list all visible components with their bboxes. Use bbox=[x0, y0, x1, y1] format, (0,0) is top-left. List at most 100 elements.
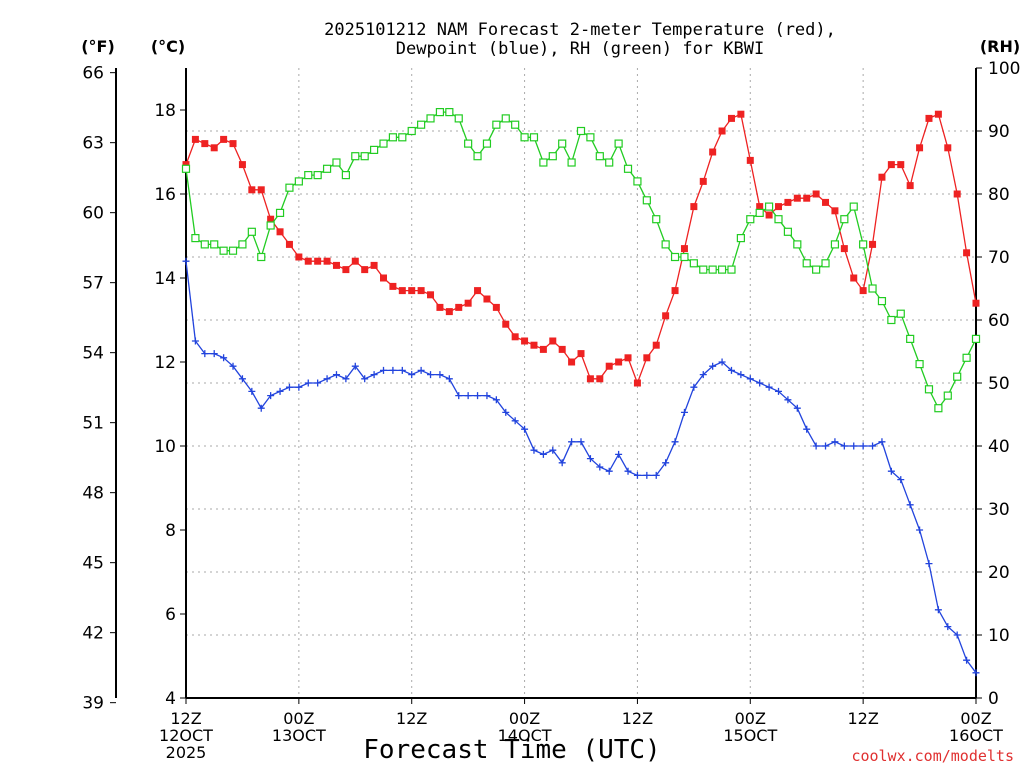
rh-tick-label: 20 bbox=[988, 563, 1010, 583]
time-tick-label: 12Z bbox=[847, 709, 878, 728]
dewpoint-point bbox=[605, 467, 613, 475]
dewpoint-point bbox=[859, 442, 867, 450]
rh-point bbox=[548, 152, 557, 161]
rh-point bbox=[971, 334, 981, 343]
rh-tick-label: 60 bbox=[988, 311, 1010, 331]
rh-point bbox=[764, 202, 774, 211]
dewpoint-point bbox=[944, 623, 952, 631]
rh-point bbox=[717, 265, 727, 274]
rh-point bbox=[755, 208, 764, 217]
rh-point bbox=[285, 183, 294, 192]
temperature-point bbox=[963, 249, 971, 257]
temperature-point bbox=[718, 127, 726, 135]
temperature-point bbox=[549, 337, 557, 345]
rh-point bbox=[407, 126, 416, 136]
dewpoint-point bbox=[201, 350, 209, 358]
fahrenheit-tick-label: 45 bbox=[82, 554, 104, 574]
chart-title-line-1: 2025101212 NAM Forecast 2-meter Temperat… bbox=[324, 20, 836, 40]
rh-point bbox=[576, 126, 586, 136]
temperature-point bbox=[775, 203, 782, 211]
dewpoint-point bbox=[398, 366, 406, 374]
rh-tick-label: 80 bbox=[988, 185, 1010, 205]
dewpoint-point bbox=[784, 396, 792, 404]
rh-point bbox=[454, 114, 463, 123]
temperature-point bbox=[972, 299, 980, 307]
rh-axis-label: (RH) bbox=[980, 37, 1020, 56]
dewpoint-point bbox=[427, 371, 435, 379]
temperature-point bbox=[408, 287, 416, 295]
rh-tick-label: 70 bbox=[988, 248, 1010, 268]
temperature-point bbox=[332, 261, 340, 269]
temperature-point bbox=[220, 135, 228, 143]
temperature-point bbox=[812, 190, 820, 198]
temperature-point bbox=[464, 299, 472, 307]
rh-point bbox=[840, 215, 849, 224]
rh-point bbox=[341, 171, 350, 180]
dewpoint-point bbox=[643, 471, 651, 479]
temperature-point bbox=[389, 282, 397, 290]
rh-point bbox=[934, 404, 943, 413]
time-tick-label: 14OCT bbox=[498, 726, 552, 745]
fahrenheit-tick-label: 60 bbox=[82, 204, 104, 224]
fahrenheit-tick-label: 54 bbox=[82, 344, 104, 364]
temperature-point bbox=[615, 358, 623, 366]
temperature-point bbox=[803, 194, 811, 202]
rh-point bbox=[219, 246, 228, 255]
rh-point bbox=[426, 114, 435, 123]
dewpoint-point bbox=[925, 560, 933, 568]
dewpoint-point bbox=[680, 408, 688, 416]
temperature-point bbox=[897, 161, 905, 169]
dewpoint-point bbox=[220, 354, 228, 362]
rh-point bbox=[915, 360, 924, 369]
dewpoint-point bbox=[483, 392, 491, 400]
temperature-point bbox=[934, 110, 942, 118]
temperature-point bbox=[953, 190, 961, 198]
rh-point bbox=[520, 133, 529, 142]
dewpoint-point bbox=[502, 408, 510, 416]
rh-point bbox=[727, 265, 736, 274]
time-tick-label: 00Z bbox=[735, 709, 766, 728]
temperature-point bbox=[530, 341, 538, 349]
rh-point bbox=[379, 139, 388, 148]
celsius-tick-label: 16 bbox=[154, 185, 176, 205]
fahrenheit-tick-label: 51 bbox=[82, 414, 104, 434]
temperature-point bbox=[869, 240, 877, 248]
dewpoint-point bbox=[464, 392, 472, 400]
rh-point bbox=[539, 158, 548, 167]
dewpoint-point bbox=[709, 362, 717, 370]
rh-point bbox=[369, 145, 379, 154]
temperature-point bbox=[737, 110, 745, 118]
rh-point bbox=[388, 133, 398, 142]
dewpoint-point bbox=[389, 366, 397, 374]
temperature-point bbox=[624, 354, 632, 362]
rh-tick-label: 50 bbox=[988, 374, 1010, 394]
rh-point bbox=[332, 158, 341, 167]
dewpoint-point bbox=[596, 463, 604, 471]
rh-point bbox=[670, 252, 680, 262]
rh-point bbox=[511, 120, 520, 129]
temperature-point bbox=[492, 303, 500, 311]
fahrenheit-tick-label: 48 bbox=[82, 484, 104, 504]
rh-point bbox=[257, 252, 266, 262]
temperature-point bbox=[295, 253, 303, 261]
temperature-point bbox=[417, 287, 425, 295]
temperature-point bbox=[859, 287, 867, 295]
rh-point bbox=[877, 297, 887, 306]
rh-point bbox=[680, 252, 689, 262]
dewpoint-point bbox=[727, 366, 735, 374]
rh-point bbox=[849, 202, 858, 211]
dewpoint-point bbox=[191, 337, 199, 345]
rh-point bbox=[943, 391, 952, 400]
dewpoint-point bbox=[445, 375, 453, 383]
rh-point bbox=[181, 164, 191, 173]
dewpoint-point bbox=[652, 471, 660, 479]
rh-point bbox=[783, 227, 793, 236]
dewpoint-point bbox=[474, 392, 482, 400]
temperature-point bbox=[699, 177, 707, 185]
dewpoint-point bbox=[850, 442, 858, 450]
rh-point bbox=[821, 259, 830, 268]
dewpoint-point bbox=[558, 459, 566, 467]
dewpoint-point bbox=[455, 392, 463, 400]
rh-point bbox=[924, 385, 934, 394]
